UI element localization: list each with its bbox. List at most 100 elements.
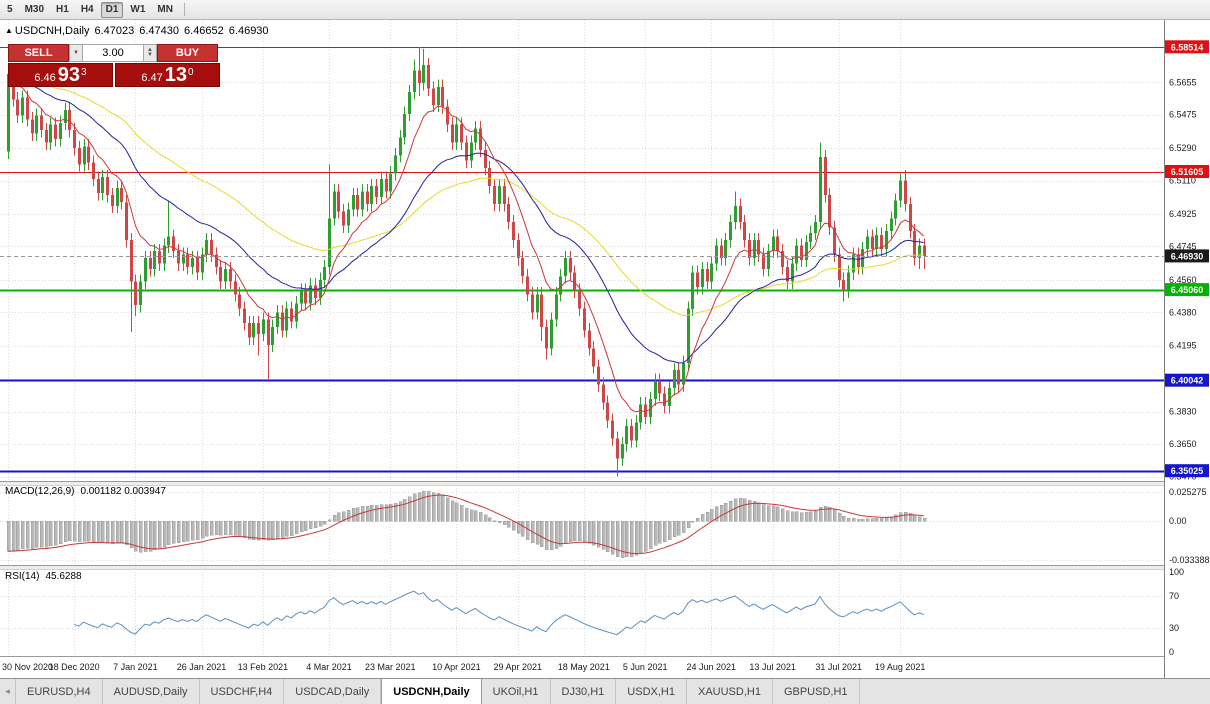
svg-text:6.40042: 6.40042 bbox=[1171, 376, 1204, 386]
tab-xauusd-h1[interactable]: XAUUSD,H1 bbox=[687, 679, 773, 704]
svg-text:13 Jul 2021: 13 Jul 2021 bbox=[749, 662, 796, 672]
price-axis-background bbox=[1164, 20, 1210, 678]
price-tag-level-6.35025[interactable]: 6.35025 bbox=[1165, 464, 1209, 478]
rsi-line bbox=[73, 590, 924, 636]
chevron-down-icon: ▼ bbox=[73, 49, 79, 56]
ma-line-medium bbox=[7, 73, 924, 364]
svg-text:6.58514: 6.58514 bbox=[1171, 42, 1204, 52]
svg-text:100: 100 bbox=[1169, 567, 1184, 577]
price-axis-labels: 6.5655 6.5475 6.5290 6.5110 6.4925 6.4745 6.45… bbox=[1169, 77, 1210, 657]
price-tag-level-6.45060[interactable]: 6.45060 bbox=[1165, 283, 1209, 297]
svg-text:18 May 2021: 18 May 2021 bbox=[558, 662, 610, 672]
chevron-down-icon: ▼ bbox=[147, 52, 153, 58]
tab-usdx-h1[interactable]: USDX,H1 bbox=[616, 679, 687, 704]
timeframe-h1[interactable]: H1 bbox=[56, 3, 69, 15]
rsi-value: 45.6288 bbox=[45, 571, 82, 582]
timeframe-m30[interactable]: M30 bbox=[24, 3, 45, 15]
volume-dropdown-button[interactable]: ▼ bbox=[69, 44, 83, 62]
svg-text:23 Mar 2021: 23 Mar 2021 bbox=[365, 662, 416, 672]
tab-eurusd-h4[interactable]: EURUSD,H4 bbox=[16, 679, 103, 704]
price-tag-level-6.51605[interactable]: 6.51605 bbox=[1165, 165, 1209, 178]
ohlc-open: 6.47023 bbox=[94, 25, 135, 37]
tab-dj30-h1[interactable]: DJ30,H1 bbox=[551, 679, 617, 704]
svg-text:7 Jan 2021: 7 Jan 2021 bbox=[113, 662, 158, 672]
svg-text:6.46930: 6.46930 bbox=[1171, 251, 1204, 261]
timeframe-w1[interactable]: W1 bbox=[130, 3, 146, 15]
svg-text:19 Aug 2021: 19 Aug 2021 bbox=[875, 662, 926, 672]
tab-audusd-daily[interactable]: AUDUSD,Daily bbox=[103, 679, 200, 704]
chart-area[interactable]: 6.5655 6.5475 6.5290 6.5110 6.4925 6.4745 6.45… bbox=[0, 20, 1210, 678]
trade-prices-row: 6.46 93 3 6.47 13 0 bbox=[8, 63, 220, 87]
svg-text:29 Apr 2021: 29 Apr 2021 bbox=[494, 662, 543, 672]
toolbar-separator bbox=[183, 3, 185, 16]
svg-text:0: 0 bbox=[1169, 647, 1174, 657]
svg-text:30: 30 bbox=[1169, 623, 1179, 633]
sell-button[interactable]: SELL bbox=[8, 44, 69, 62]
buy-button[interactable]: BUY bbox=[157, 44, 218, 62]
macd-values: 0.001182 0.003947 bbox=[80, 486, 166, 497]
tab-usdcad-daily[interactable]: USDCAD,Daily bbox=[284, 679, 382, 704]
svg-text:10 Apr 2021: 10 Apr 2021 bbox=[432, 662, 481, 672]
trade-controls-row: SELL ▼ ▲▼ BUY bbox=[8, 44, 220, 62]
chart-title: ▲ USDCNH,Daily 6.47023 6.47430 6.46652 6.4693… bbox=[5, 25, 269, 37]
chevron-up-icon: ▲ bbox=[147, 47, 153, 53]
svg-text:6.4195: 6.4195 bbox=[1169, 341, 1197, 351]
buy-price-prefix: 6.47 bbox=[141, 72, 163, 84]
volume-spinner[interactable]: ▲ ▼ bbox=[143, 44, 157, 62]
buy-price-display[interactable]: 6.47 13 0 bbox=[115, 63, 220, 87]
sell-price-big: 93 bbox=[57, 64, 81, 86]
svg-text:0.00: 0.00 bbox=[1169, 516, 1187, 526]
svg-text:6.35025: 6.35025 bbox=[1171, 466, 1204, 476]
svg-text:6.45060: 6.45060 bbox=[1171, 285, 1204, 295]
svg-text:6.4925: 6.4925 bbox=[1169, 209, 1197, 219]
tab-scroll-left-icon[interactable]: ◂ bbox=[0, 679, 16, 704]
svg-text:6.5475: 6.5475 bbox=[1169, 110, 1197, 120]
grid-lines bbox=[0, 20, 1164, 656]
tab-gbpusd-h1[interactable]: GBPUSD,H1 bbox=[773, 679, 860, 704]
price-tag-level-6.40042[interactable]: 6.40042 bbox=[1165, 373, 1209, 387]
timeframe-d1[interactable]: D1 bbox=[100, 1, 124, 18]
timeframe-mn[interactable]: MN bbox=[157, 3, 173, 15]
sell-price: 6.46 93 3 bbox=[34, 65, 86, 85]
timeframe-5[interactable]: 5 bbox=[7, 3, 13, 15]
svg-text:26 Jan 2021: 26 Jan 2021 bbox=[177, 662, 227, 672]
svg-text:6.5655: 6.5655 bbox=[1169, 77, 1197, 87]
sell-price-prefix: 6.46 bbox=[34, 72, 56, 84]
ohlc-high: 6.47430 bbox=[139, 25, 180, 37]
price-tag-current[interactable]: 6.46930 bbox=[1165, 249, 1209, 263]
svg-text:18 Dec 2020: 18 Dec 2020 bbox=[49, 662, 100, 672]
chart-canvas[interactable]: 6.5655 6.5475 6.5290 6.5110 6.4925 6.4745 6.45… bbox=[0, 20, 1210, 678]
rsi-label: RSI(14) 45.6288 bbox=[5, 571, 82, 582]
macd-name: MACD(12,26,9) bbox=[5, 486, 75, 497]
timeframe-toolbar: 5 M30 H1 H4 D1 W1 MN bbox=[0, 0, 1210, 20]
tab-usdcnh-daily[interactable]: USDCNH,Daily bbox=[381, 679, 482, 704]
tab-ukoil-h1[interactable]: UKOil,H1 bbox=[482, 679, 551, 704]
moving-average-lines bbox=[7, 73, 925, 413]
svg-text:30 Nov 2020: 30 Nov 2020 bbox=[2, 662, 53, 672]
sell-price-sup: 3 bbox=[81, 67, 87, 78]
chart-symbol-label: USDCNH,Daily bbox=[14, 25, 90, 37]
ma-line-slow bbox=[7, 73, 924, 317]
svg-text:6.4745: 6.4745 bbox=[1169, 242, 1197, 252]
volume-input[interactable] bbox=[83, 44, 143, 62]
svg-text:-0.033388: -0.033388 bbox=[1169, 555, 1210, 565]
svg-text:31 Jul 2021: 31 Jul 2021 bbox=[815, 662, 862, 672]
price-tag-level-6.58514[interactable]: 6.58514 bbox=[1165, 40, 1209, 54]
macd-signal-line bbox=[7, 494, 924, 555]
timeframe-h4[interactable]: H4 bbox=[80, 3, 94, 15]
svg-text:6.5290: 6.5290 bbox=[1169, 143, 1197, 153]
svg-text:70: 70 bbox=[1169, 591, 1179, 601]
svg-text:6.5110: 6.5110 bbox=[1169, 176, 1196, 186]
ma-line-fast bbox=[7, 73, 925, 413]
sell-price-display[interactable]: 6.46 93 3 bbox=[8, 63, 113, 87]
buy-price-big: 13 bbox=[164, 64, 188, 86]
macd-label: MACD(12,26,9) 0.001182 0.003947 bbox=[5, 486, 166, 497]
svg-text:6.3830: 6.3830 bbox=[1169, 407, 1197, 417]
tab-usdchf-h4[interactable]: USDCHF,H4 bbox=[200, 679, 285, 704]
buy-price-sup: 0 bbox=[188, 67, 194, 78]
svg-text:13 Feb 2021: 13 Feb 2021 bbox=[238, 662, 289, 672]
svg-text:6.4560: 6.4560 bbox=[1169, 275, 1197, 285]
buy-price: 6.47 13 0 bbox=[141, 65, 193, 85]
